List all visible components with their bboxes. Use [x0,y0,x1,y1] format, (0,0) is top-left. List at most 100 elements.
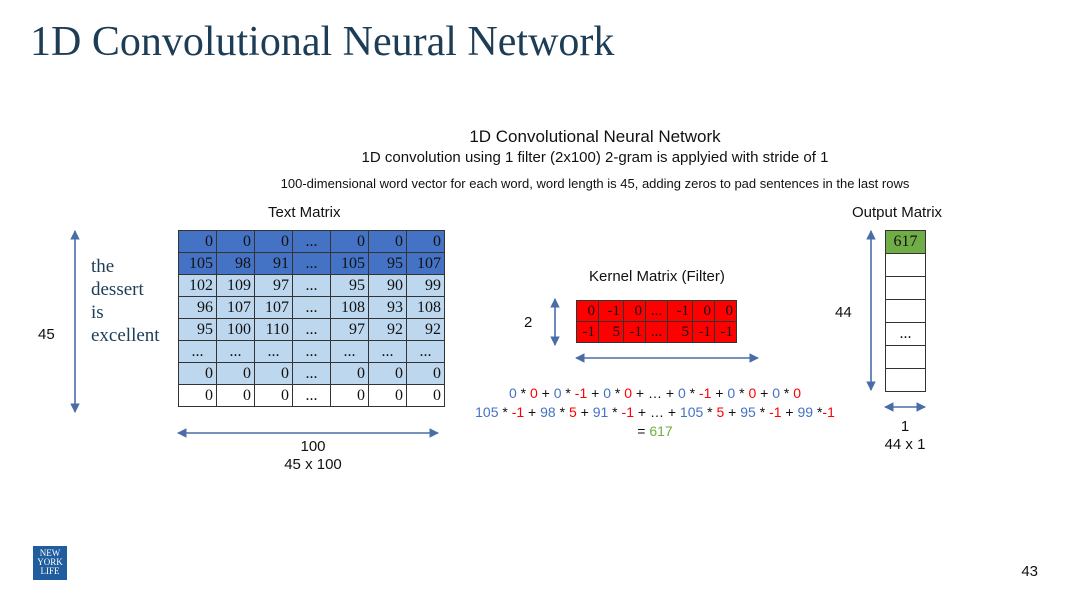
equation-token: + [724,404,741,420]
equation-line-2: 105 * -1 + 98 * 5 + 91 * -1 + … + 105 * … [440,404,870,420]
equation-token: + [711,385,728,401]
matrix-cell: ... [178,340,217,363]
matrix-cell: 0 [406,230,445,253]
table-row [885,253,926,277]
equation-token: -1 [822,404,835,420]
equation-token: 0 [553,385,562,401]
matrix-cell: 0 [254,362,293,385]
kernel-cell: 5 [667,321,693,343]
matrix-cell: 110 [254,318,293,341]
matrix-cell: ... [292,340,331,363]
matrix-cell: 107 [216,296,255,319]
matrix-cell: 0 [178,362,217,385]
matrix-cell: 92 [406,318,445,341]
matrix-cell: 0 [406,362,445,385]
equation-token: + … + [632,385,678,401]
equation-token: 617 [649,423,673,439]
equation-token: -1 [574,385,588,401]
equation-token: 0 [772,385,780,401]
equation-token: + [524,404,541,420]
kernel-cell: ... [645,321,668,343]
equation-token: + [756,385,773,401]
matrix-cell: 108 [406,296,445,319]
matrix-cell: 0 [368,230,407,253]
table-row [885,299,926,323]
kernel-cell: -1 [576,321,599,343]
word: is [91,302,104,323]
equation-token: 0 [508,385,517,401]
output-matrix-label: Output Matrix [852,204,943,221]
matrix-cell: ... [292,252,331,275]
equation-token: * [755,404,770,420]
output-cell [885,368,926,392]
output-cell: ... [885,322,926,346]
matrix-cell: 91 [254,252,293,275]
matrix-cell: 95 [330,274,369,297]
equation-result: = 617 [440,423,870,439]
table-row [885,276,926,300]
matrix-cell: ... [216,340,255,363]
text-matrix-width-label: 100 [300,438,326,455]
sentence-words: the dessert is excellent [91,255,160,347]
equation-token: * [611,385,625,401]
equation-token: 0 [624,385,633,401]
equation-token: * [780,385,794,401]
output-cell [885,276,926,300]
kernel-cell: -1 [598,300,624,322]
matrix-cell: ... [292,318,331,341]
matrix-cell: 0 [368,384,407,407]
equation-token: 0 [603,385,611,401]
equation-token: -1 [698,385,712,401]
matrix-cell: 108 [330,296,369,319]
equation-token: * [555,404,569,420]
matrix-cell: ... [406,340,445,363]
kernel-cell: 0 [623,300,646,322]
equation-token: 5 [716,404,725,420]
equation-token: -1 [511,404,525,420]
matrix-cell: 107 [254,296,293,319]
matrix-cell: 92 [368,318,407,341]
matrix-cell: 0 [330,230,369,253]
equation-token: + [576,404,593,420]
kernel-height-label: 2 [524,314,533,331]
matrix-cell: ... [292,274,331,297]
page-number: 43 [1021,563,1038,580]
new-york-life-logo: NEW YORK LIFE [33,546,67,580]
equation-token: 0 [529,385,538,401]
matrix-cell: ... [368,340,407,363]
equation-token: 5 [568,404,577,420]
matrix-cell: 0 [216,230,255,253]
table-row: ..................... [178,340,445,363]
equation-token: + … + [633,404,680,420]
table-row: 105 98 91... 105 95 107 [178,252,445,275]
text-matrix-size-label: 45 x 100 [284,456,342,473]
equation-token: * [703,404,717,420]
matrix-cell: 0 [330,384,369,407]
output-cell [885,299,926,323]
output-size-label: 44 x 1 [884,436,926,453]
output-cell [885,253,926,277]
table-row [885,368,926,392]
equation-token: = [637,423,650,439]
output-matrix: 617... [885,230,926,392]
equation-token: + [587,385,604,401]
matrix-cell: 0 [406,384,445,407]
matrix-cell: ... [292,230,331,253]
equation-token: 105 [679,404,704,420]
matrix-cell: 93 [368,296,407,319]
word: excellent [91,325,160,346]
equation-token: 0 [793,385,802,401]
matrix-cell: 102 [178,274,217,297]
equation-token: 95 [740,404,756,420]
table-row: 96 107 107... 108 93 108 [178,296,445,319]
matrix-cell: ... [292,362,331,385]
equation-token: -1 [621,404,634,420]
equation-token: 91 [592,404,609,420]
matrix-cell: ... [254,340,293,363]
equation-token: -1 [769,404,782,420]
matrix-cell: 97 [254,274,293,297]
equation-token: * [735,385,749,401]
matrix-cell: 97 [330,318,369,341]
table-row: 0 0 0... 0 0 0 [178,362,445,385]
table-row [885,345,926,369]
